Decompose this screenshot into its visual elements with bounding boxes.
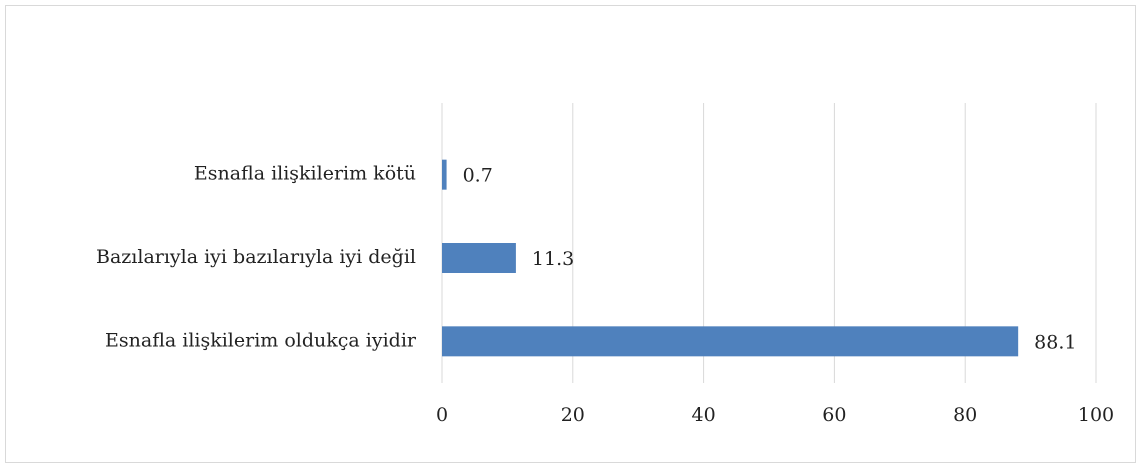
bar — [442, 159, 447, 190]
x-tick-label: 80 — [953, 404, 977, 426]
bar — [442, 243, 516, 273]
x-tick-label: 100 — [1078, 404, 1114, 426]
x-tick-label: 0 — [436, 404, 448, 426]
x-tick-label: 20 — [561, 404, 585, 426]
x-tick-label: 40 — [692, 404, 716, 426]
data-label: 0.7 — [463, 165, 493, 187]
y-tick-label: Esnafla ilişkilerim oldukça iyidir — [105, 329, 417, 351]
y-tick-label: Esnafla ilişkilerim kötü — [194, 163, 416, 185]
x-tick-label: 60 — [822, 404, 846, 426]
bar — [442, 326, 1019, 357]
data-label: 11.3 — [532, 248, 574, 270]
data-label: 88.1 — [1034, 331, 1076, 353]
chart-frame — [5, 5, 1136, 463]
y-tick-label: Bazılarıyla iyi bazılarıyla iyi değil — [96, 246, 416, 268]
